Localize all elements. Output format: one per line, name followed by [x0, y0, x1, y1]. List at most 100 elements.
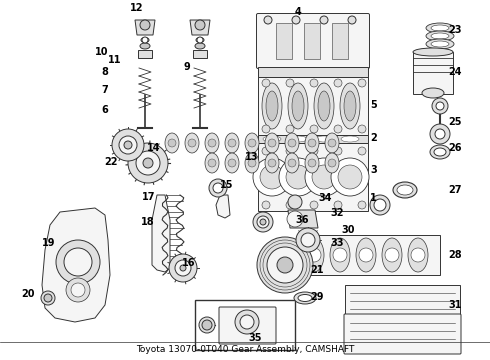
Circle shape: [292, 16, 300, 24]
Circle shape: [305, 158, 343, 196]
Circle shape: [370, 195, 390, 215]
Circle shape: [56, 240, 100, 284]
Ellipse shape: [308, 139, 316, 147]
Text: 24: 24: [448, 67, 462, 77]
Circle shape: [202, 320, 212, 330]
Ellipse shape: [245, 153, 259, 173]
Text: 36: 36: [295, 215, 309, 225]
Text: 5: 5: [370, 100, 377, 110]
Circle shape: [260, 165, 284, 189]
Text: 21: 21: [310, 265, 323, 275]
Text: 3: 3: [370, 165, 377, 175]
Bar: [258, 143, 368, 211]
Ellipse shape: [228, 159, 236, 167]
FancyBboxPatch shape: [256, 14, 369, 68]
FancyBboxPatch shape: [219, 307, 276, 344]
Text: 4: 4: [295, 7, 302, 17]
Circle shape: [277, 257, 293, 273]
Polygon shape: [190, 20, 210, 35]
Circle shape: [199, 317, 215, 333]
Bar: [258, 77, 368, 135]
Text: 18: 18: [142, 217, 155, 227]
Bar: [413, 52, 453, 94]
Circle shape: [213, 183, 223, 193]
Circle shape: [312, 165, 336, 189]
Text: 29: 29: [310, 292, 323, 302]
Ellipse shape: [292, 91, 304, 121]
Circle shape: [334, 201, 342, 209]
Circle shape: [136, 151, 160, 175]
Ellipse shape: [268, 139, 276, 147]
Circle shape: [296, 228, 320, 252]
Text: 35: 35: [248, 333, 262, 343]
Circle shape: [358, 125, 366, 133]
Circle shape: [307, 248, 321, 262]
Circle shape: [358, 147, 366, 155]
Ellipse shape: [188, 139, 196, 147]
Ellipse shape: [266, 91, 278, 121]
Circle shape: [338, 165, 362, 189]
Ellipse shape: [330, 238, 350, 272]
Polygon shape: [216, 195, 230, 218]
Circle shape: [142, 37, 148, 43]
Circle shape: [253, 212, 273, 232]
Circle shape: [331, 158, 369, 196]
Circle shape: [66, 278, 90, 302]
Circle shape: [358, 201, 366, 209]
Ellipse shape: [298, 294, 312, 302]
Ellipse shape: [318, 91, 330, 121]
Ellipse shape: [140, 43, 150, 49]
Ellipse shape: [185, 133, 199, 153]
Circle shape: [119, 136, 137, 154]
Ellipse shape: [315, 136, 333, 142]
Ellipse shape: [422, 88, 444, 98]
Ellipse shape: [265, 133, 279, 153]
Text: 30: 30: [342, 225, 355, 235]
Ellipse shape: [431, 41, 449, 47]
Ellipse shape: [289, 136, 307, 142]
Text: 26: 26: [448, 143, 462, 153]
Ellipse shape: [228, 139, 236, 147]
Ellipse shape: [430, 145, 450, 159]
Text: 34: 34: [318, 193, 332, 203]
Ellipse shape: [262, 83, 282, 129]
Ellipse shape: [341, 136, 359, 142]
Text: 8: 8: [101, 67, 108, 77]
Bar: [193, 50, 207, 58]
Ellipse shape: [397, 185, 413, 195]
Ellipse shape: [288, 139, 296, 147]
Circle shape: [262, 125, 270, 133]
Circle shape: [262, 147, 270, 155]
Circle shape: [209, 179, 227, 197]
Circle shape: [334, 79, 342, 87]
Circle shape: [257, 237, 313, 293]
Ellipse shape: [434, 148, 446, 156]
Circle shape: [286, 201, 294, 209]
Ellipse shape: [205, 153, 219, 173]
Ellipse shape: [356, 238, 376, 272]
Circle shape: [71, 283, 85, 297]
Text: 19: 19: [42, 238, 55, 248]
Circle shape: [64, 248, 92, 276]
Text: 12: 12: [130, 3, 144, 13]
Text: 25: 25: [448, 117, 462, 127]
Polygon shape: [135, 20, 155, 35]
Bar: [195, 300, 295, 350]
Bar: [258, 67, 368, 77]
Bar: [138, 50, 152, 58]
Circle shape: [240, 315, 254, 329]
Ellipse shape: [426, 39, 454, 49]
Ellipse shape: [328, 139, 336, 147]
Bar: [276, 23, 292, 59]
Text: 2: 2: [370, 133, 377, 143]
Circle shape: [334, 147, 342, 155]
Circle shape: [175, 260, 191, 276]
Circle shape: [180, 265, 186, 271]
Ellipse shape: [225, 133, 239, 153]
Ellipse shape: [248, 139, 256, 147]
Ellipse shape: [294, 292, 316, 304]
Text: 17: 17: [142, 192, 155, 202]
Bar: [300, 235, 440, 275]
Text: 31: 31: [448, 300, 462, 310]
Circle shape: [286, 147, 294, 155]
